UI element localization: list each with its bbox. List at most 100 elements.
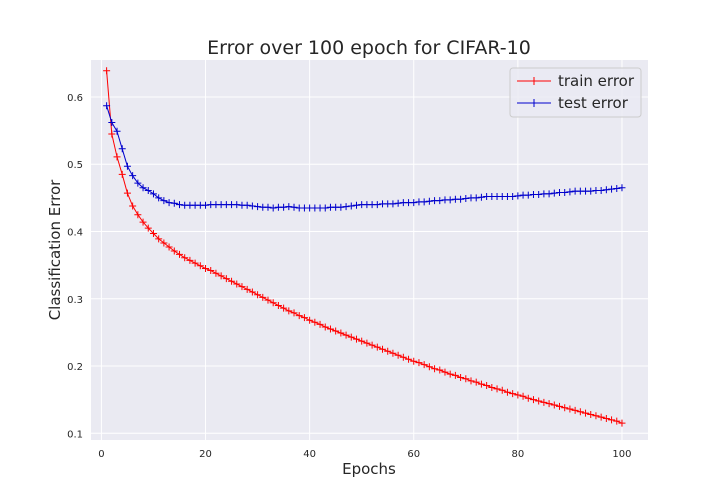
data-point-train-error (274, 301, 282, 309)
grid (91, 60, 648, 440)
data-point-train-error (368, 341, 376, 349)
data-point-train-error (103, 67, 111, 75)
data-point-test-error (342, 203, 350, 211)
data-point-test-error (394, 199, 402, 207)
y-tick-label: 0.2 (67, 362, 83, 373)
data-point-train-error (337, 329, 345, 337)
data-point-train-error (399, 353, 407, 361)
data-point-train-error (191, 259, 199, 267)
data-point-test-error (254, 203, 262, 211)
data-point-test-error (155, 194, 163, 202)
data-point-train-error (467, 377, 475, 385)
data-point-train-error (149, 230, 157, 238)
data-point-train-error (545, 400, 553, 408)
data-point-train-error (550, 401, 558, 409)
data-point-train-error (613, 417, 621, 425)
data-point-train-error (217, 272, 225, 280)
data-point-train-error (144, 224, 152, 232)
data-point-train-error (352, 335, 360, 343)
legend-test-marker (530, 99, 538, 107)
data-point-train-error (373, 343, 381, 351)
y-tick-label: 0.3 (67, 295, 83, 306)
data-point-train-error (571, 406, 579, 414)
data-point-test-error (248, 202, 256, 210)
data-point-train-error (222, 275, 230, 283)
data-point-test-error (446, 196, 454, 204)
data-point-test-error (420, 198, 428, 206)
data-point-train-error (243, 285, 251, 293)
data-point-train-error (134, 211, 142, 219)
data-point-test-error (550, 189, 558, 197)
data-point-train-error (394, 351, 402, 359)
data-point-test-error (524, 191, 532, 199)
y-tick-label: 0.5 (67, 160, 83, 171)
y-axis-label: Classification Error (46, 179, 64, 320)
data-point-train-error (254, 291, 262, 299)
data-point-train-error (618, 419, 626, 427)
data-point-train-error (295, 312, 303, 320)
data-point-train-error (129, 202, 137, 210)
data-point-test-error (457, 195, 465, 203)
data-point-test-error (514, 192, 522, 200)
data-point-train-error (566, 405, 574, 413)
data-point-test-error (545, 190, 553, 198)
data-point-train-error (556, 402, 564, 410)
series-line-train-error (106, 70, 623, 424)
x-tick-label: 60 (407, 449, 420, 460)
data-point-test-error (175, 201, 183, 209)
data-point-test-error (608, 185, 616, 193)
data-point-train-error (493, 385, 501, 393)
data-point-train-error (503, 388, 511, 396)
data-point-train-error (608, 416, 616, 424)
data-point-train-error (514, 391, 522, 399)
data-point-test-error (347, 202, 355, 210)
data-point-test-error (113, 127, 121, 135)
x-axis-label: Epochs (342, 460, 396, 478)
data-point-train-error (306, 316, 314, 324)
data-point-test-error (123, 162, 131, 170)
data-point-train-error (269, 299, 277, 307)
data-point-test-error (243, 201, 251, 209)
data-point-train-error (524, 394, 532, 402)
data-point-train-error (379, 345, 387, 353)
data-point-train-error (529, 396, 537, 404)
data-point-test-error (264, 203, 272, 211)
data-point-train-error (587, 410, 595, 418)
data-point-test-error (587, 187, 595, 195)
data-point-test-error (170, 199, 178, 207)
data-point-test-error (165, 199, 173, 207)
data-point-train-error (186, 256, 194, 264)
data-point-train-error (602, 414, 610, 422)
data-point-train-error (582, 409, 590, 417)
data-point-train-error (181, 254, 189, 262)
data-point-test-error (290, 203, 298, 211)
data-point-train-error (228, 277, 236, 285)
data-point-train-error (332, 327, 340, 335)
data-point-test-error (139, 184, 147, 192)
chart-title: Error over 100 epoch for CIFAR-10 (207, 37, 531, 59)
series-train-error (103, 67, 626, 427)
data-point-test-error (597, 186, 605, 194)
data-point-train-error (561, 404, 569, 412)
data-point-train-error (342, 331, 350, 339)
data-point-train-error (170, 247, 178, 255)
data-point-test-error (352, 201, 360, 209)
data-point-train-error (363, 339, 371, 347)
data-point-test-error (425, 197, 433, 205)
data-point-test-error (134, 179, 142, 187)
ticks: 0 20 40 60 80 100 0.1 0.2 0.3 0.4 0.5 0.6 (67, 93, 631, 460)
data-point-test-error (129, 172, 137, 180)
data-point-train-error (212, 269, 220, 277)
plot-background (91, 60, 648, 440)
data-point-test-error (285, 203, 293, 211)
data-point-test-error (389, 200, 397, 208)
data-point-train-error (425, 363, 433, 371)
data-point-train-error (207, 267, 215, 275)
data-point-test-error (472, 194, 480, 202)
data-point-test-error (509, 193, 517, 201)
legend: train error test error (509, 67, 642, 118)
data-point-train-error (384, 347, 392, 355)
data-point-train-error (160, 239, 168, 247)
data-point-train-error (477, 380, 485, 388)
data-point-train-error (108, 130, 116, 138)
